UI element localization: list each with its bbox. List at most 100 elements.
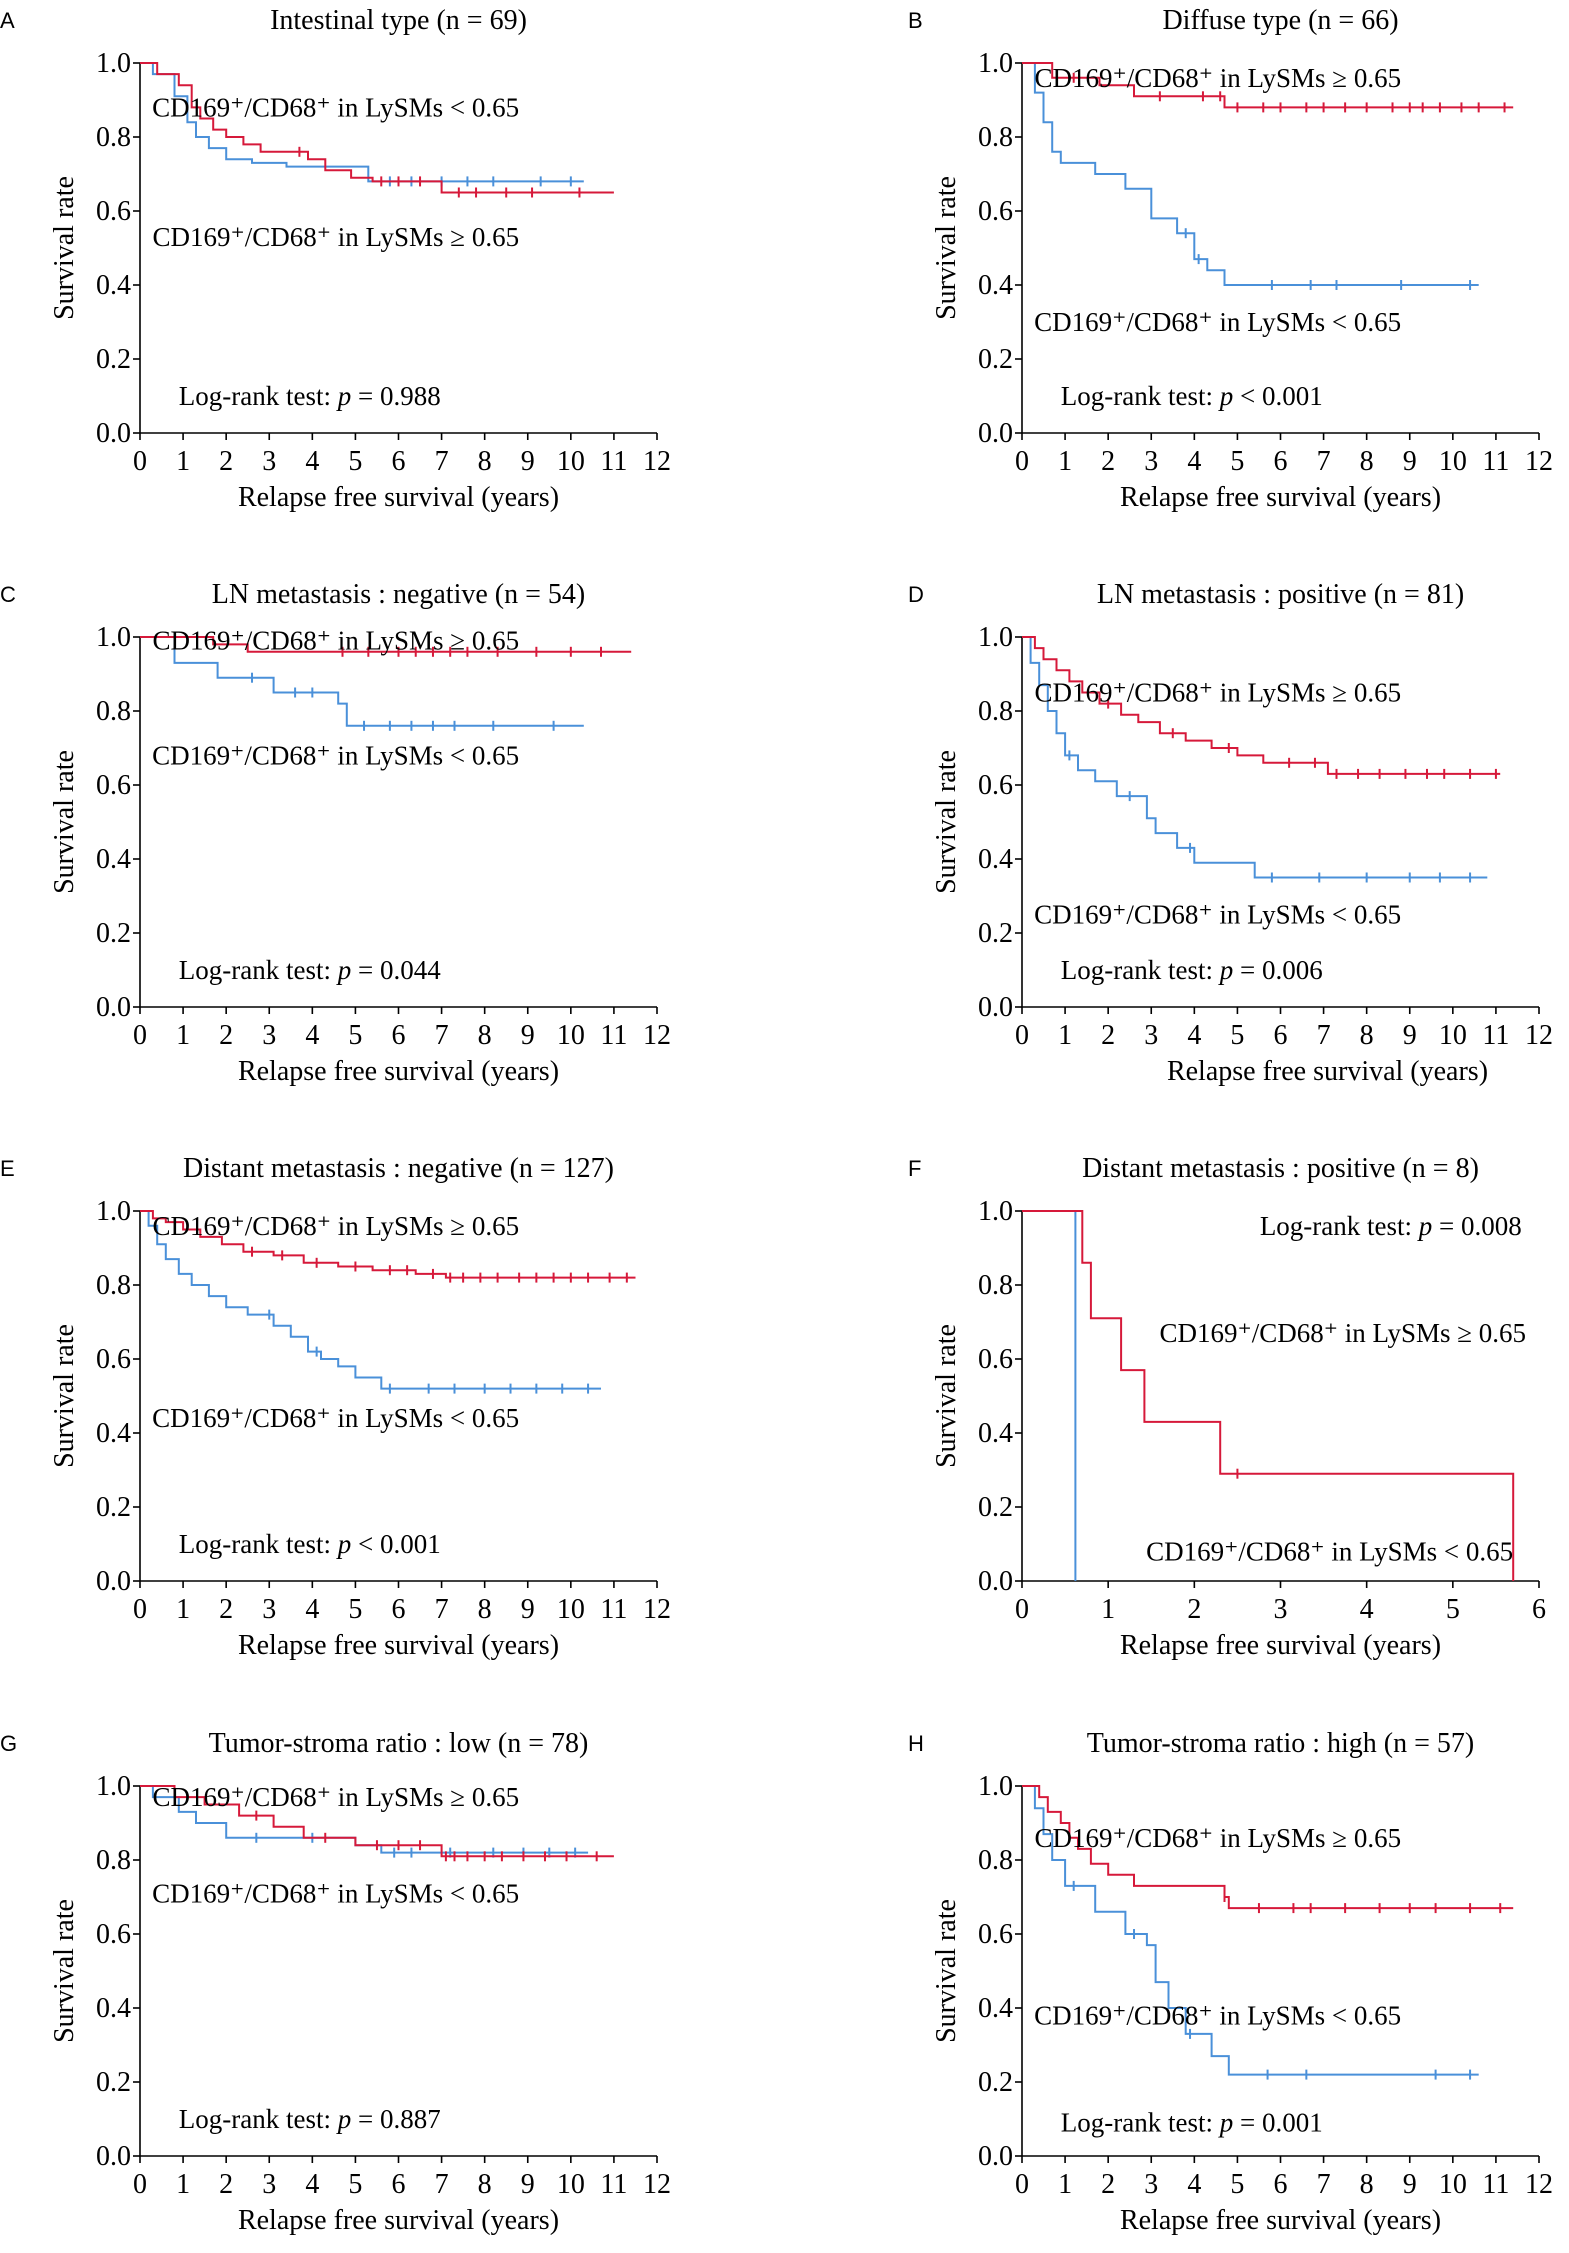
group-label-d: CD169⁺/CD68⁺ in LySMs < 0.65 [1034, 900, 1401, 930]
y-tick-label: 0.0 [978, 418, 1013, 449]
x-axis-label-f: Relapse free survival (years) [1120, 1630, 1441, 1661]
y-tick-label: 0.6 [96, 1344, 131, 1375]
y-axis-label-a: Survival rate [49, 176, 80, 320]
x-tick-label: 3 [262, 1020, 276, 1051]
x-axis-label-b: Relapse free survival (years) [1120, 482, 1441, 513]
x-tick-label: 9 [1403, 1020, 1417, 1051]
x-axis-label-d: Relapse free survival (years) [1167, 1056, 1488, 1087]
x-tick-label: 4 [1187, 1020, 1201, 1051]
x-tick-label: 10 [1439, 2169, 1467, 2200]
y-tick-label: 1.0 [978, 622, 1013, 653]
y-tick-label: 0.6 [978, 1919, 1013, 1950]
km-curve-high-a [140, 62, 614, 194]
y-tick-label: 0.6 [978, 770, 1013, 801]
x-tick-label: 0 [1015, 1594, 1029, 1625]
x-tick-label: 0 [133, 1594, 147, 1625]
x-tick-label: 8 [1360, 446, 1374, 477]
panel-letter-f: F [908, 1156, 921, 1181]
y-tick-label: 0.0 [978, 992, 1013, 1023]
y-tick-label: 0.0 [96, 1566, 131, 1597]
y-axis-label-d: Survival rate [931, 750, 962, 894]
group-label-f: CD169⁺/CD68⁺ in LySMs < 0.65 [1146, 1536, 1513, 1566]
x-tick-label: 1 [1101, 1594, 1115, 1625]
y-tick-label: 1.0 [96, 622, 131, 653]
x-tick-label: 3 [262, 1594, 276, 1625]
group-label-a: CD169⁺/CD68⁺ in LySMs ≥ 0.65 [153, 222, 520, 252]
x-axis-label-a: Relapse free survival (years) [238, 482, 559, 513]
group-label-e: CD169⁺/CD68⁺ in LySMs < 0.65 [152, 1403, 519, 1433]
x-tick-label: 0 [1015, 446, 1029, 477]
x-tick-label: 9 [521, 2169, 535, 2200]
km-curve-high-b [1022, 62, 1514, 109]
panel-title-c: LN metastasis : negative (n = 54) [212, 579, 585, 610]
y-tick-label: 0.2 [96, 918, 131, 949]
x-tick-label: 4 [305, 1594, 319, 1625]
panel-letter-a: A [0, 8, 15, 33]
x-tick-label: 6 [1532, 1594, 1546, 1625]
km-curve-low-e [140, 1210, 601, 1390]
x-tick-label: 4 [305, 446, 319, 477]
x-tick-label: 7 [1317, 446, 1331, 477]
y-axis-label-h: Survival rate [931, 1899, 962, 2043]
x-tick-label: 2 [219, 1020, 233, 1051]
km-curve-low-f [1022, 1210, 1077, 1581]
panel-letter-g: G [0, 1731, 17, 1756]
y-axis-label-c: Survival rate [49, 750, 80, 894]
pvalue-text-g: Log-rank test: p = 0.887 [179, 2104, 441, 2134]
x-tick-label: 1 [176, 2169, 190, 2200]
y-tick-label: 0.6 [96, 1919, 131, 1950]
x-tick-label: 3 [1144, 446, 1158, 477]
y-tick-label: 0.2 [978, 2067, 1013, 2098]
x-tick-label: 10 [557, 1594, 585, 1625]
x-tick-label: 1 [176, 1020, 190, 1051]
x-tick-label: 7 [435, 1594, 449, 1625]
pvalue-text-c: Log-rank test: p = 0.044 [179, 955, 441, 985]
x-tick-label: 11 [600, 446, 627, 477]
y-tick-label: 0.4 [978, 844, 1013, 875]
group-label-b: CD169⁺/CD68⁺ in LySMs ≥ 0.65 [1035, 63, 1402, 93]
y-tick-label: 0.2 [978, 918, 1013, 949]
x-tick-label: 3 [1274, 1594, 1288, 1625]
x-tick-label: 9 [1403, 2169, 1417, 2200]
group-label-f: CD169⁺/CD68⁺ in LySMs ≥ 0.65 [1159, 1318, 1526, 1348]
x-tick-label: 5 [1446, 1594, 1460, 1625]
x-tick-label: 2 [1101, 1020, 1115, 1051]
x-tick-label: 0 [133, 1020, 147, 1051]
y-tick-label: 0.4 [978, 1993, 1013, 2024]
y-tick-label: 0.6 [96, 770, 131, 801]
group-label-h: CD169⁺/CD68⁺ in LySMs < 0.65 [1034, 2000, 1401, 2030]
y-tick-label: 1.0 [96, 1196, 131, 1227]
x-tick-label: 8 [1360, 1020, 1374, 1051]
x-axis-label-g: Relapse free survival (years) [238, 2205, 559, 2236]
panel-title-e: Distant metastasis : negative (n = 127) [183, 1153, 614, 1184]
y-tick-label: 0.4 [978, 270, 1013, 301]
x-tick-label: 1 [1058, 2169, 1072, 2200]
x-tick-label: 8 [478, 1020, 492, 1051]
x-tick-label: 12 [643, 1594, 671, 1625]
panel-g: G Tumor-stroma ratio : low (n = 78) 0.0 0.2… [0, 1728, 671, 2236]
pvalue-text-e: Log-rank test: p < 0.001 [179, 1529, 441, 1559]
x-tick-label: 1 [1058, 446, 1072, 477]
y-tick-label: 1.0 [978, 48, 1013, 79]
km-curve-low-h [1022, 1785, 1479, 2076]
x-tick-label: 7 [435, 446, 449, 477]
y-tick-label: 0.2 [96, 2067, 131, 2098]
x-tick-label: 7 [1317, 1020, 1331, 1051]
panel-b: B Diffuse type (n = 66) 0.0 0.2 0.4 0.6 0.8 1.0… [908, 5, 1553, 513]
x-axis-label-c: Relapse free survival (years) [238, 1056, 559, 1087]
km-curve-high-f [1022, 1210, 1515, 1581]
panel-letter-h: H [908, 1731, 924, 1756]
km-curve-low-a [140, 62, 584, 183]
x-tick-label: 4 [305, 2169, 319, 2200]
y-tick-label: 1.0 [978, 1196, 1013, 1227]
x-tick-label: 5 [348, 1594, 362, 1625]
y-tick-label: 0.4 [96, 1993, 131, 2024]
group-label-d: CD169⁺/CD68⁺ in LySMs ≥ 0.65 [1035, 678, 1402, 708]
x-tick-label: 5 [1230, 446, 1244, 477]
y-tick-label: 0.6 [978, 196, 1013, 227]
x-tick-label: 6 [392, 1020, 406, 1051]
group-label-b: CD169⁺/CD68⁺ in LySMs < 0.65 [1034, 307, 1401, 337]
panel-title-d: LN metastasis : positive (n = 81) [1097, 579, 1464, 610]
x-tick-label: 5 [348, 446, 362, 477]
y-tick-label: 0.8 [96, 696, 131, 727]
